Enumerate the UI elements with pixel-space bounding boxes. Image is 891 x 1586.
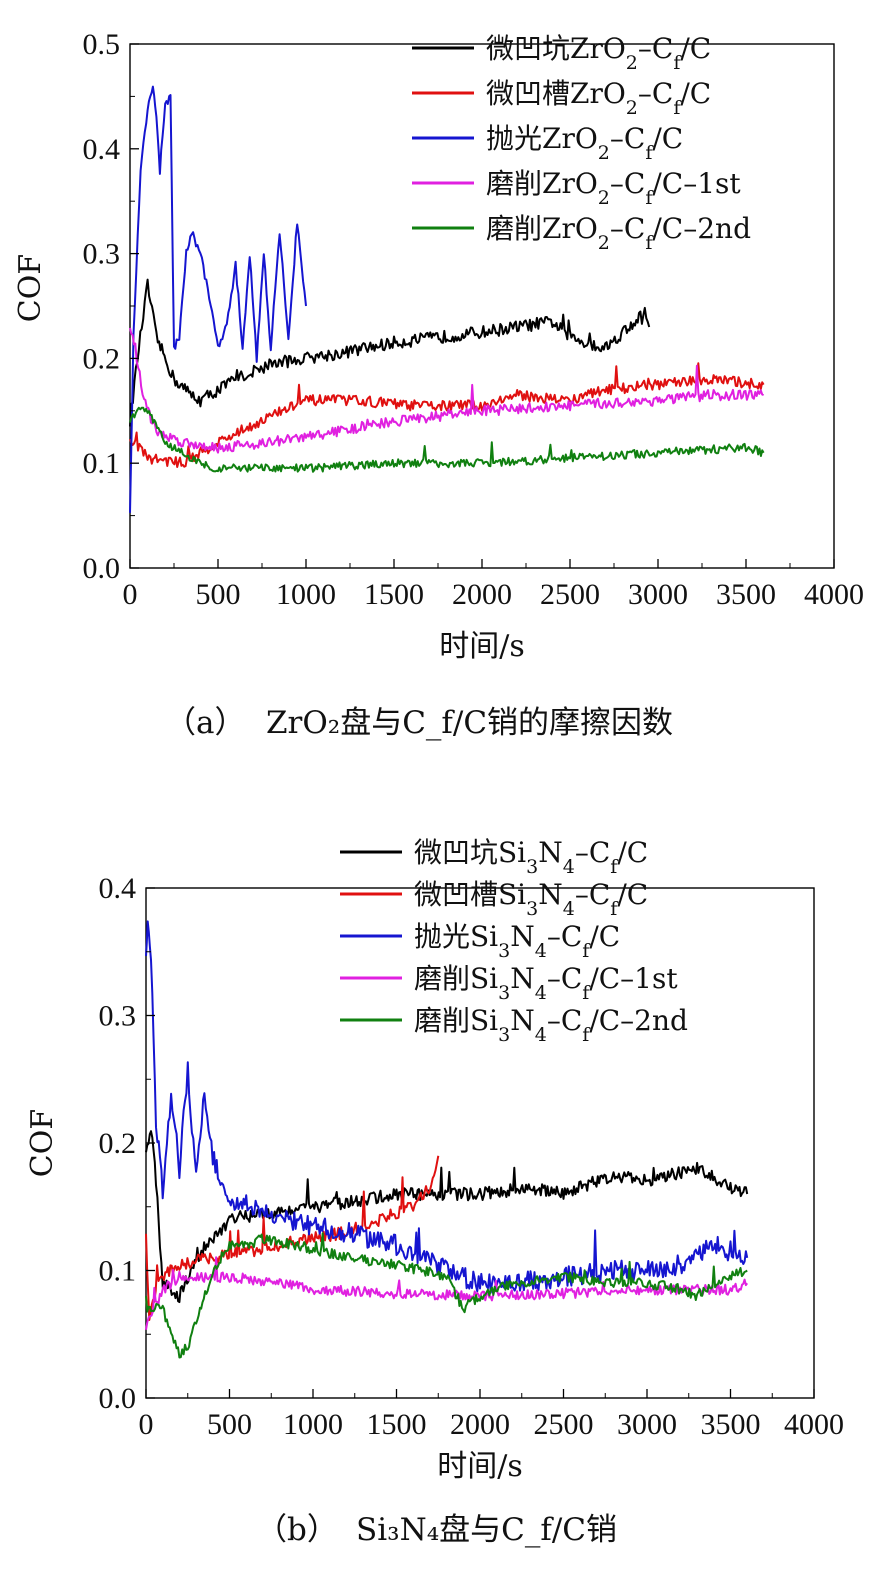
chart-a-legend-label-5: 磨削ZrO2–Cf/C–2nd [486, 212, 751, 254]
chart-a-xtick-label: 3500 [716, 578, 776, 611]
chart-a-xtick-label: 2000 [452, 578, 512, 611]
chart-b-ytick-label: 0.0 [99, 1382, 137, 1415]
chart-a-xtick-label: 4000 [804, 578, 864, 611]
chart-b-legend-label-4: 磨削Si3N4–Cf/C–1st [414, 962, 678, 1004]
chart-b-legend-label-1: 微凹坑Si3N4–Cf/C [414, 836, 648, 878]
chart-b-series-1-line [145, 1130, 749, 1304]
chart-b-ylabel: COF [25, 1109, 60, 1177]
chart-a-caption-prefix: （a） [165, 705, 245, 741]
chart-b-xtick-label: 2000 [450, 1408, 510, 1441]
chart-a-ylabel: COF [13, 254, 48, 322]
chart-a-ytick-label: 0.2 [83, 342, 121, 375]
chart-b-xtick-label: 0 [139, 1408, 154, 1441]
chart-a-xtick-label: 3000 [628, 578, 688, 611]
chart-b-xtick-label: 3000 [617, 1408, 677, 1441]
chart-a-series-3-line [129, 85, 307, 513]
chart-b-xtick-label: 2500 [534, 1408, 594, 1441]
chart-b-legend-label-5: 磨削Si3N4–Cf/C–2nd [414, 1004, 688, 1046]
chart-b-ytick-label: 0.1 [99, 1255, 137, 1288]
chart-a-plot-frame [129, 43, 835, 569]
chart-b-legend-label-2: 微凹槽Si3N4–Cf/C [414, 878, 648, 920]
chart-a-caption-main: ZrO₂盘与C_f/C销的摩擦因数 [266, 705, 673, 741]
chart-b-series-3-line [145, 920, 749, 1294]
chart-a-legend-label-1: 微凹坑ZrO2–Cf/C [486, 32, 711, 74]
chart-a: 0 500 1000 1500 2000 2500 3000 3500 4000 0.0 0.1 0… [13, 28, 864, 741]
chart-b-xtick-label: 500 [207, 1408, 252, 1441]
chart-a-xtick-label: 2500 [540, 578, 600, 611]
chart-a-ytick-label: 0.0 [83, 552, 121, 585]
chart-a-xtick-label: 0 [123, 578, 138, 611]
chart-a-xtick-label: 1000 [276, 578, 336, 611]
chart-a-series-1-line [129, 278, 651, 427]
chart-b: 0 500 1000 1500 2000 2500 3000 3500 4000 0.0 0.1 0… [25, 836, 844, 1548]
chart-b-xtick-label: 1000 [283, 1408, 343, 1441]
chart-a-series-4-line [129, 327, 764, 454]
chart-b-xtick-label: 3500 [701, 1408, 761, 1441]
chart-a-legend-label-4: 磨削ZrO2–Cf/C–1st [486, 167, 741, 209]
chart-a-xtick-label: 500 [196, 578, 241, 611]
chart-b-caption-prefix: （b） [256, 1512, 338, 1548]
chart-a-ytick-label: 0.5 [83, 28, 121, 61]
chart-a-ytick-label: 0.1 [83, 447, 121, 480]
chart-a-legend-label-3: 抛光ZrO2–Cf/C [486, 122, 683, 164]
chart-a-xtick-label: 1500 [364, 578, 424, 611]
chart-a-legend: 微凹坑ZrO2–Cf/C微凹槽ZrO2–Cf/C抛光ZrO2–Cf/C磨削ZrO… [412, 32, 751, 254]
chart-a-series-2-line [129, 362, 765, 468]
chart-b-xtick-label: 1500 [367, 1408, 427, 1441]
chart-b-legend: 微凹坑Si3N4–Cf/C微凹槽Si3N4–Cf/C抛光Si3N4–Cf/C磨削… [340, 836, 688, 1046]
chart-b-ytick-label: 0.3 [99, 1000, 137, 1033]
chart-b-caption-main: Si₃N₄盘与C_f/C销 [356, 1512, 617, 1548]
chart-a-ytick-label: 0.3 [83, 238, 121, 271]
chart-a-series-5-line [129, 406, 765, 473]
chart-a-xlabel: 时间/s [439, 629, 525, 664]
chart-b-ytick-label: 0.2 [99, 1127, 137, 1160]
chart-b-xtick-label: 4000 [784, 1408, 844, 1441]
chart-a-ytick-label: 0.4 [83, 133, 121, 166]
chart-b-legend-label-3: 抛光Si3N4–Cf/C [414, 920, 620, 962]
chart-b-series-5-line [145, 1232, 748, 1359]
chart-b-xlabel: 时间/s [437, 1449, 523, 1484]
chart-b-series-4-line [145, 1256, 749, 1330]
chart-b-ytick-label: 0.4 [99, 872, 137, 905]
chart-a-legend-label-2: 微凹槽ZrO2–Cf/C [486, 77, 711, 119]
chart-b-series-2-line [145, 1155, 440, 1321]
